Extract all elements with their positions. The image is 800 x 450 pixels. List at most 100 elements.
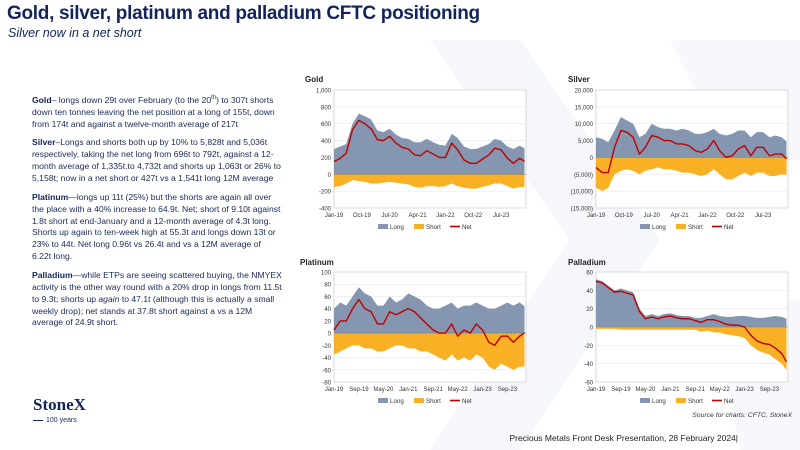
palladium-xtick-label: May-22 (710, 387, 731, 393)
gold-xtick-label: Jul-23 (493, 213, 510, 219)
platinum-ytick-label: 0 (328, 332, 332, 338)
commentary: Gold– longs down 29t over February (to t… (32, 94, 282, 336)
note-gold: Gold– longs down 29t over February (to t… (32, 94, 282, 130)
gold-legend-swatch-long (378, 224, 388, 229)
note-platinum: Platinum—longs up 11t (25%) but the shor… (32, 192, 282, 263)
palladium-xtick-label: Jan-21 (661, 387, 680, 393)
palladium-xtick-label: Jan-23 (735, 387, 754, 393)
platinum-ytick-label: -80 (322, 381, 331, 387)
silver-xtick-label: Jul-20 (644, 213, 661, 219)
platinum-ytick-label: 40 (324, 307, 331, 313)
platinum-ytick-label: 80 (324, 283, 331, 289)
note-gold-text: – longs down 29t over February (to the 2… (51, 94, 212, 105)
platinum-ytick-label: -60 (322, 368, 331, 374)
silver-xtick-label: Oct-19 (615, 213, 634, 219)
gold-ytick-label: 1,000 (316, 89, 332, 95)
silver-xtick-label: Jan-19 (587, 213, 606, 219)
palladium-ytick-label: -60 (584, 381, 593, 387)
silver-series-net (595, 129, 788, 174)
note-palladium-emphasis: again (98, 293, 120, 304)
platinum-ytick-label: -20 (322, 344, 331, 350)
palladium-xtick-label: Sep-23 (760, 387, 780, 393)
platinum-xtick-label: Sep-23 (498, 387, 518, 393)
gold-xtick-label: Oct-19 (353, 213, 372, 219)
platinum-ytick-label: 20 (324, 319, 331, 325)
silver-ytick-label: 20,000 (575, 89, 594, 95)
platinum-legend-swatch-long (378, 398, 388, 403)
platinum-xtick-label: Sep-19 (349, 387, 369, 393)
page-subtitle: Silver now in a net short (8, 26, 142, 40)
silver-ytick-label: (10,000) (571, 190, 593, 196)
platinum-ytick-label: 100 (321, 271, 332, 277)
note-palladium-text: —while ETPs are seeing scattered buying,… (32, 270, 282, 304)
platinum-series-long (334, 287, 525, 334)
silver-xtick-label: Apr-21 (671, 213, 690, 219)
palladium-ytick-label: -20 (584, 344, 593, 350)
gold-xtick-label: Jan-22 (436, 213, 455, 219)
platinum-ytick-label: 60 (324, 295, 331, 301)
silver-ytick-label: 5,000 (578, 139, 594, 145)
platinum-xtick-label: Jan-23 (473, 387, 492, 393)
silver-series-short (596, 157, 787, 192)
platinum-xtick-label: Sep-21 (423, 387, 443, 393)
silver-ytick-label: 10,000 (575, 122, 594, 128)
gold-ytick-label: 600 (321, 122, 332, 128)
silver-ytick-label: (15,000) (571, 207, 593, 213)
silver-legend-swatch-long (640, 224, 650, 229)
stonex-logo: StoneX 100 years (33, 395, 86, 424)
silver-legend-swatch-short (676, 224, 686, 229)
silver-legend-label-short: Short (688, 224, 703, 231)
palladium-xtick-label: Jan-19 (587, 387, 606, 393)
palladium-series-short (596, 327, 787, 371)
footer-text: Precious Metals Front Desk Presentation,… (509, 433, 738, 443)
chart-title-platinum: Platinum (300, 258, 334, 267)
note-platinum-text: —longs up 11t (25%) but the shorts are a… (32, 191, 281, 262)
silver-xtick-label: Jul-23 (755, 213, 772, 219)
note-palladium-text-2: to 47.1t (although this is actually a sm… (32, 293, 275, 328)
palladium-legend-label-short: Short (688, 398, 703, 405)
note-gold-text-2: ) to 307t shorts down ten tonnes leaving… (32, 94, 275, 129)
gold-series-short (334, 174, 525, 189)
palladium-legend-swatch-short (676, 398, 686, 403)
source-note: Source for charts: CFTC, StoneX (692, 412, 792, 419)
gold-ytick-label: -400 (319, 207, 332, 213)
palladium-series-net (595, 280, 788, 363)
silver-xtick-label: Oct-22 (726, 213, 745, 219)
gold-legend-swatch-short (414, 224, 424, 229)
chart-title-gold: Gold (305, 75, 324, 84)
platinum-legend-label-long: Long (390, 398, 404, 405)
platinum-ytick-label: -40 (322, 356, 331, 362)
chart-title-palladium: Palladium (568, 258, 606, 267)
chart-silver: 20,000 15,000 10,000 5,000 0 (5,000) (10,000) (… (571, 89, 789, 231)
gold-series-long (334, 113, 525, 175)
palladium-ytick-label: 0 (590, 326, 594, 332)
platinum-legend-label-net: Net (462, 398, 472, 405)
platinum-series-short (334, 333, 525, 370)
palladium-xtick-label: Sep-19 (611, 387, 631, 393)
platinum-xtick-label: Jan-21 (399, 387, 418, 393)
platinum-legend-swatch-short (414, 398, 424, 403)
platinum-legend-label-short: Short (426, 398, 441, 405)
palladium-legend-label-long: Long (652, 398, 666, 405)
gold-xtick-label: Jan-19 (325, 213, 344, 219)
platinum-xtick-label: May-20 (373, 387, 394, 393)
note-silver-text: –Longs and shorts both up by 10% to 5,82… (32, 137, 281, 184)
note-palladium: Palladium—while ETPs are seeing scattere… (32, 270, 282, 329)
palladium-xtick-label: May-20 (635, 387, 656, 393)
silver-legend-label-net: Net (724, 224, 734, 231)
silver-ytick-label: 15,000 (575, 105, 594, 111)
gold-ytick-label: 400 (321, 139, 332, 145)
logo-tagline-text: 100 years (46, 417, 77, 424)
gold-legend-label-long: Long (390, 224, 404, 231)
note-silver-heading: Silver (32, 137, 56, 148)
gold-ytick-label: 800 (321, 105, 332, 111)
gold-series-net (333, 119, 525, 165)
logo-tagline: 100 years (33, 417, 86, 424)
note-gold-heading: Gold (32, 94, 52, 105)
page-title: Gold, silver, platinum and palladium CFT… (7, 3, 480, 24)
logo-name: StoneX (33, 395, 86, 414)
gold-ytick-label: 0 (328, 173, 332, 179)
gold-xtick-label: Jul-20 (382, 213, 399, 219)
